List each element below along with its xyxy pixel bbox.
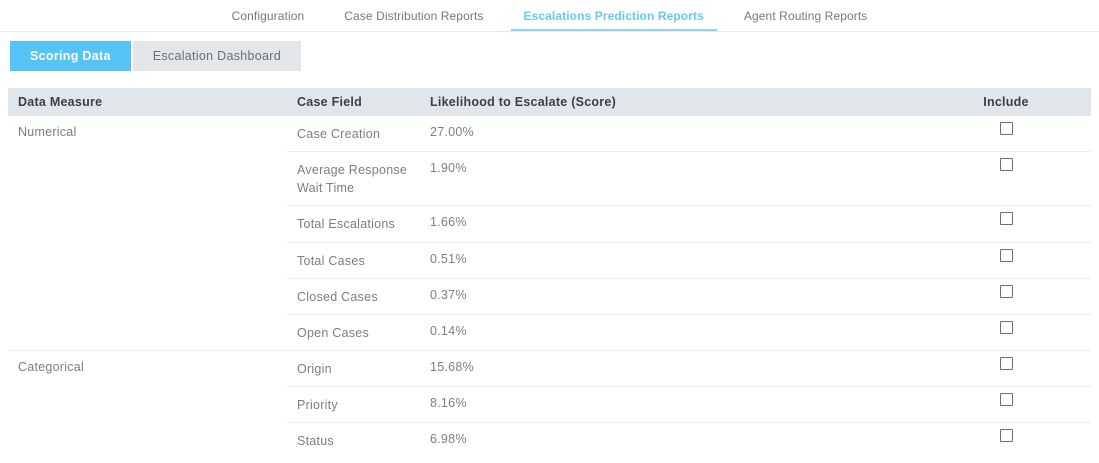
table-row: Average Response Wait Time 1.90% [287,151,1091,205]
score-cell: 6.98% [430,432,467,447]
case-field-cell: Average Response Wait Time [297,163,408,196]
table-row: Origin 15.68% [287,351,1091,386]
case-field-cell: Closed Cases [297,289,378,304]
case-field-cell: Case Creation [297,127,381,141]
include-checkbox[interactable] [999,212,1013,226]
score-cell: 1.66% [430,215,467,230]
nav-tab-agent-routing-reports[interactable]: Agent Routing Reports [743,8,868,23]
data-measure-cell: Numerical [18,125,77,139]
include-cell [921,351,1091,386]
table-header-row: Data Measure Case Field Likelihood to Es… [8,88,1091,116]
header-case-field: Case Field [297,95,363,109]
include-checkbox[interactable] [999,122,1013,135]
table-body: Numerical Case Creation 27.00% Average Resp… [8,116,1091,458]
score-cell: 8.16% [430,396,467,410]
score-cell: 1.90% [430,161,467,176]
table-row: Total Cases 0.51% [287,241,1091,278]
score-cell: 0.14% [430,323,467,338]
case-field-cell: Open Cases [297,325,369,340]
include-checkbox[interactable] [999,320,1013,334]
score-cell: 27.00% [430,125,474,139]
group-rows: Case Creation 27.00% Average Response Wait… [287,116,1091,350]
top-nav: Configuration Case Distribution Reports Es… [0,0,1099,32]
table-row: Open Cases 0.14% [287,313,1091,350]
score-cell: 15.68% [430,359,474,374]
case-field-cell: Total Escalations [297,217,396,232]
case-field-cell: Status [297,434,334,449]
table-row: Status 6.98% [287,422,1091,458]
table-row: Total Escalations 1.66% [287,205,1091,241]
nav-tab-escalations-prediction-reports[interactable]: Escalations Prediction Reports [510,2,717,31]
nav-tab-case-distribution-reports[interactable]: Case Distribution Reports [344,8,484,23]
subtab-scoring-data[interactable]: Scoring Data [10,41,131,71]
include-cell [921,243,1091,278]
group-rows: Origin 15.68% Priority 8.16% Status 6.98% [287,351,1091,458]
data-measure-cell: Categorical [18,359,84,374]
case-field-cell: Total Cases [297,253,366,268]
score-cell: 0.51% [430,251,467,266]
header-likelihood-score: Likelihood to Escalate (Score) [430,95,617,109]
subtab-bar: Scoring Data Escalation Dashboard [10,41,1099,71]
header-include: Include [983,95,1029,109]
include-checkbox[interactable] [999,429,1013,443]
include-cell [921,279,1091,314]
include-cell [921,315,1091,350]
table-row: Case Creation 27.00% [287,116,1091,151]
header-data-measure: Data Measure [18,95,103,109]
include-cell [921,152,1091,205]
include-checkbox[interactable] [999,284,1013,298]
include-cell [921,423,1091,458]
nav-tab-configuration[interactable]: Configuration [231,8,305,23]
include-cell [921,206,1091,241]
table-group-categorical: Categorical Origin 15.68% Priority 8.16% Stat… [8,349,1091,458]
include-cell [921,116,1091,151]
include-checkbox[interactable] [999,248,1013,262]
case-field-cell: Priority [297,398,338,412]
include-checkbox[interactable] [999,356,1013,370]
include-cell [921,387,1091,422]
score-cell: 0.37% [430,287,467,302]
case-field-cell: Origin [297,361,332,376]
table-row: Priority 8.16% [287,386,1091,422]
include-checkbox[interactable] [999,158,1013,172]
table-group-numerical: Numerical Case Creation 27.00% Average Resp… [8,116,1091,350]
table-row: Closed Cases 0.37% [287,277,1091,314]
subtab-escalation-dashboard[interactable]: Escalation Dashboard [132,41,301,71]
scoring-table: Data Measure Case Field Likelihood to Es… [8,88,1091,458]
include-checkbox[interactable] [999,393,1013,406]
